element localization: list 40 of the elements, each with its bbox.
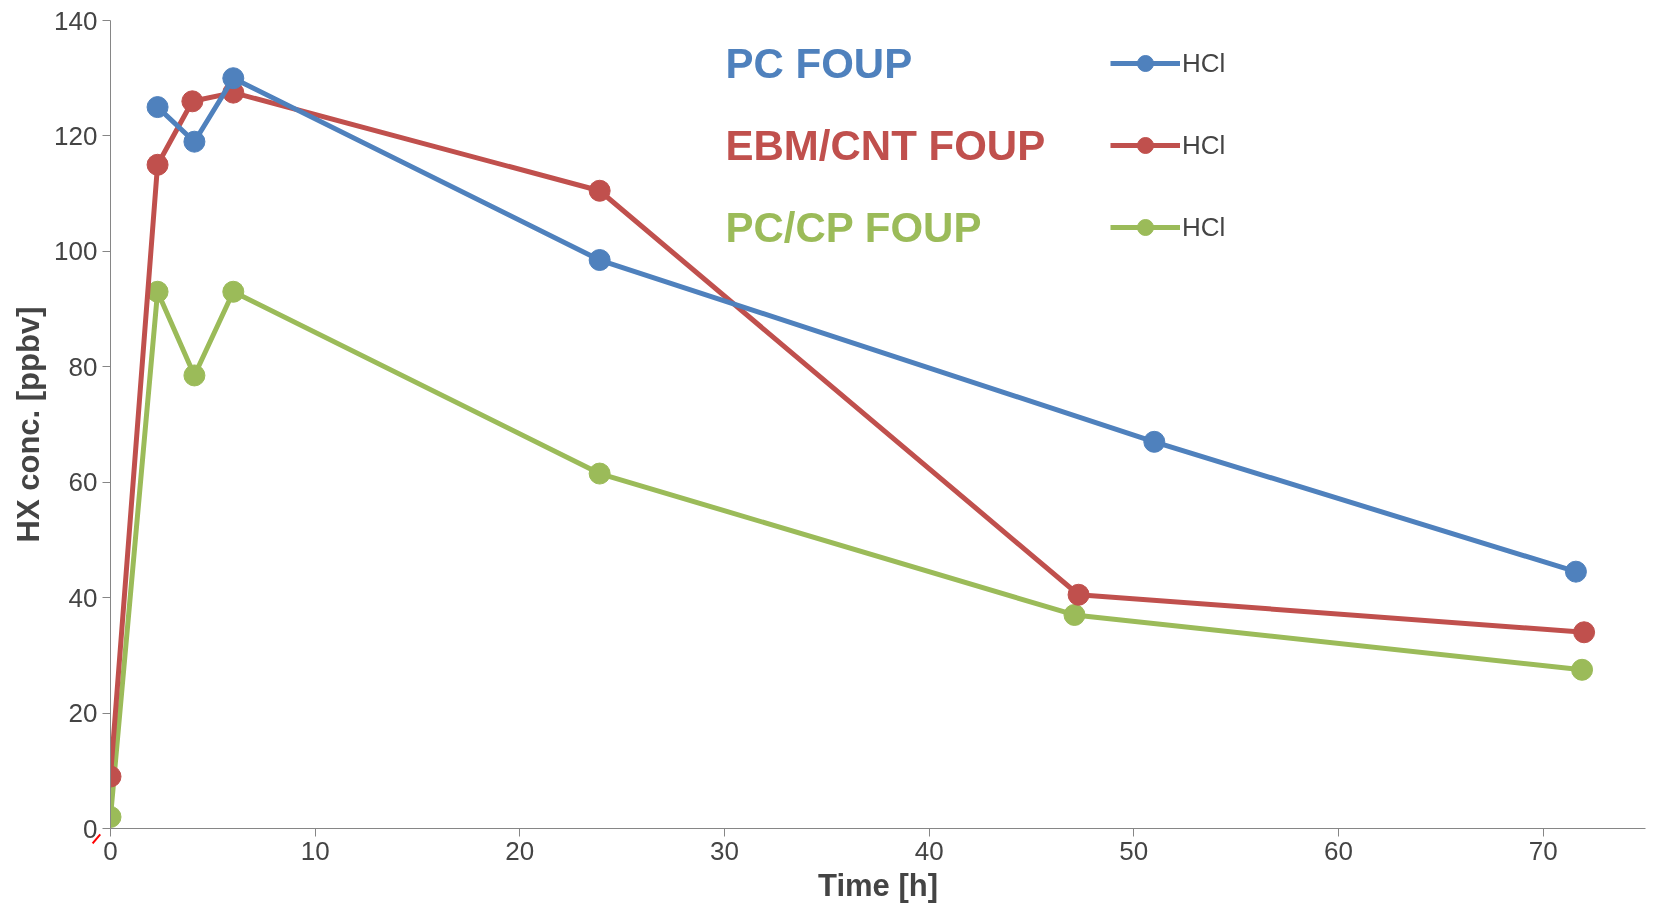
point bbox=[1063, 603, 1086, 626]
x-axis-title: Time [h] bbox=[818, 867, 939, 903]
point bbox=[1571, 658, 1594, 681]
y-tick-label: 60 bbox=[68, 467, 98, 498]
point bbox=[146, 96, 169, 119]
y-tick-label: 40 bbox=[68, 582, 98, 613]
point bbox=[1564, 560, 1587, 583]
point bbox=[588, 249, 611, 271]
point bbox=[181, 90, 204, 113]
x-tick-label: 0 bbox=[103, 835, 118, 866]
y-tick-label: 100 bbox=[54, 236, 98, 267]
point bbox=[183, 364, 206, 387]
x-tick-label: 10 bbox=[300, 835, 330, 866]
legend-label: HCl bbox=[1182, 47, 1226, 79]
x-tick-label: 40 bbox=[914, 835, 944, 866]
point bbox=[183, 130, 206, 153]
point bbox=[222, 280, 245, 303]
legend-label: HCl bbox=[1182, 211, 1226, 243]
annotation: PC FOUP bbox=[725, 40, 913, 87]
annotation: EBM/CNT FOUP bbox=[725, 122, 1046, 169]
x-tick-label: 50 bbox=[1119, 835, 1149, 866]
point bbox=[588, 179, 611, 202]
y-tick-label: 120 bbox=[54, 120, 98, 151]
point bbox=[588, 462, 611, 485]
y-tick-label: 140 bbox=[54, 5, 98, 36]
x-tick-label: 60 bbox=[1324, 835, 1353, 866]
point bbox=[1143, 430, 1166, 453]
point bbox=[1067, 583, 1090, 606]
y-tick-label: 20 bbox=[68, 698, 98, 729]
y-axis-title: HX conc. [ppbv] bbox=[11, 306, 47, 543]
point bbox=[1573, 621, 1596, 644]
point bbox=[222, 67, 245, 90]
x-tick-label: 30 bbox=[710, 835, 739, 866]
annotation: PC/CP FOUP bbox=[725, 204, 982, 251]
point bbox=[146, 153, 169, 176]
y-tick-label: 80 bbox=[68, 351, 98, 382]
x-tick-label: 20 bbox=[505, 835, 535, 866]
y-tick-label: 0 bbox=[83, 813, 98, 844]
legend-label: HCl bbox=[1182, 129, 1226, 161]
x-tick-label: 70 bbox=[1528, 835, 1558, 866]
